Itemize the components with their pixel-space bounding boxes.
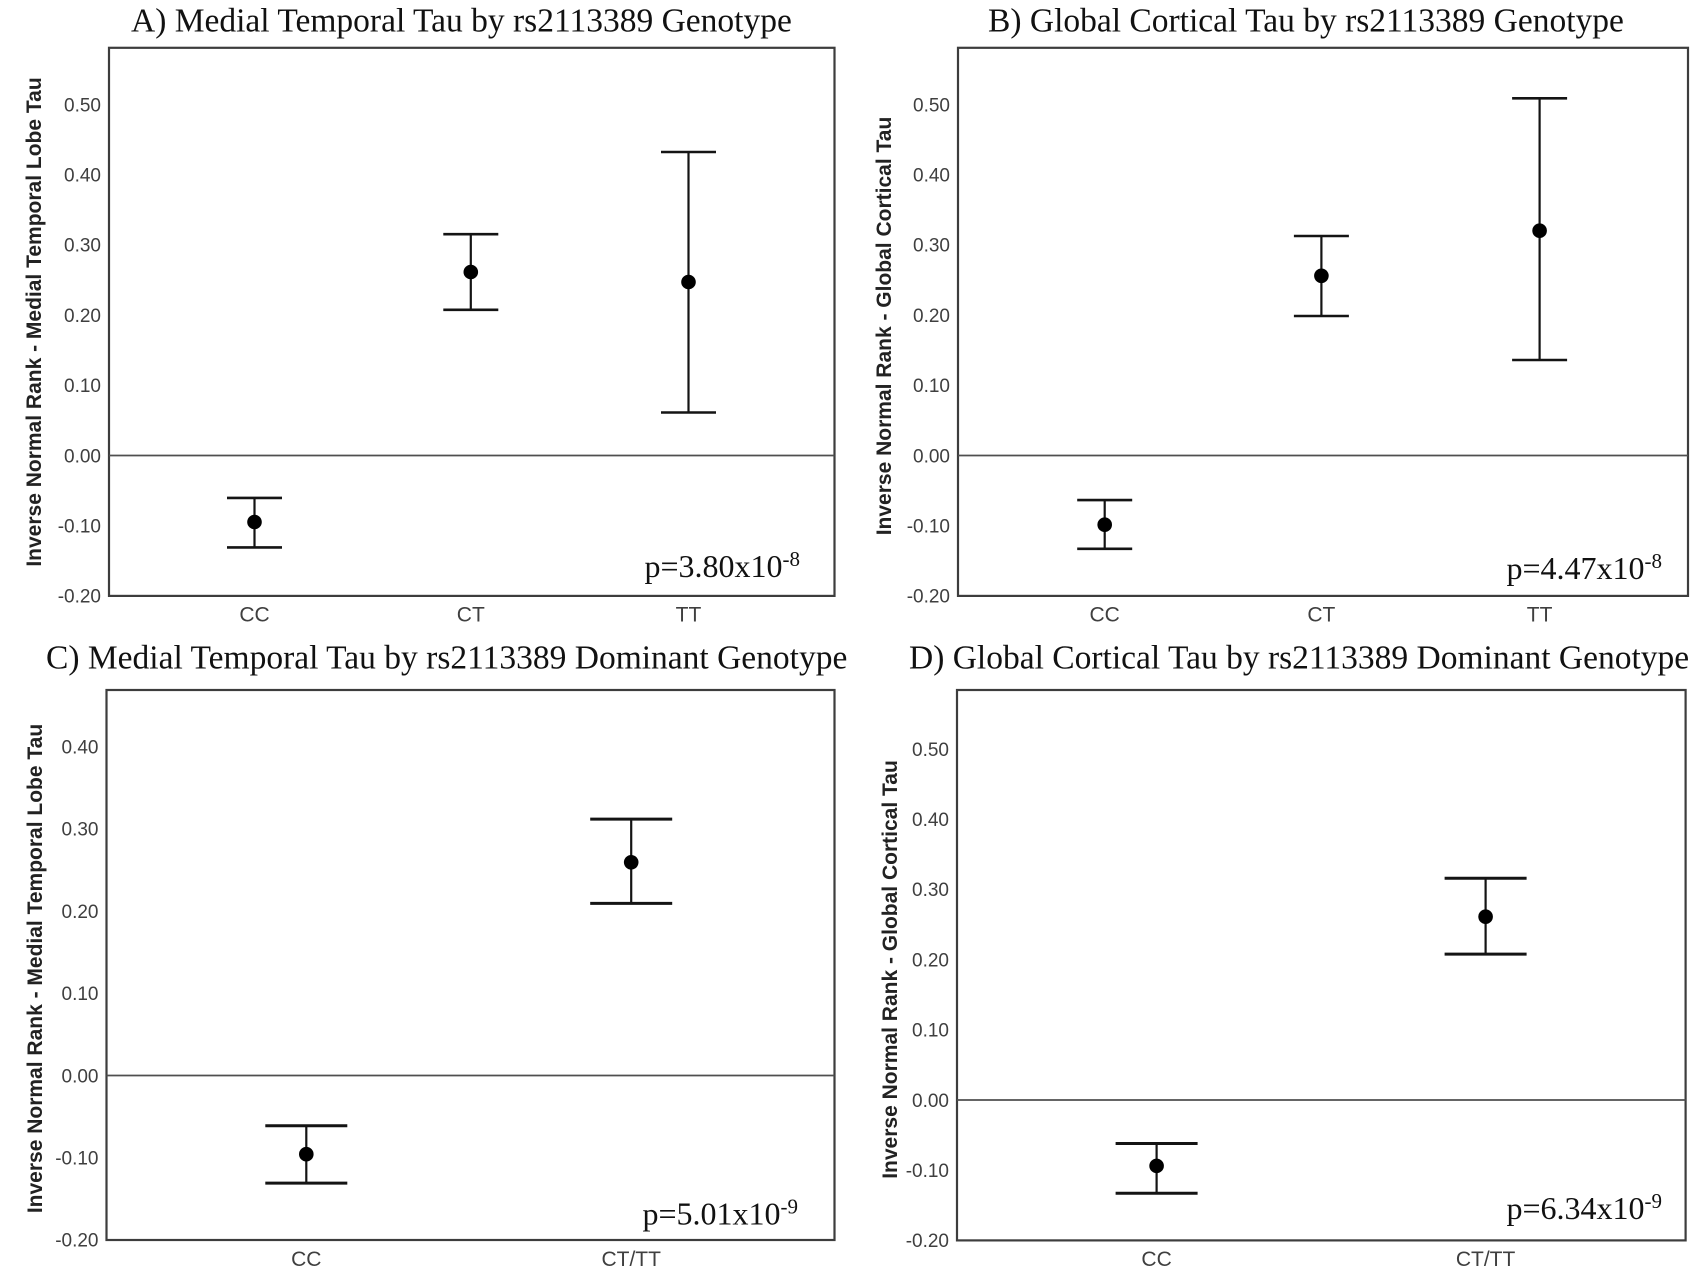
svg-text:0.00: 0.00 xyxy=(62,1066,99,1087)
svg-text:-0.10: -0.10 xyxy=(58,517,101,538)
svg-text:Inverse Normal Rank - Medial T: Inverse Normal Rank - Medial Temporal Lo… xyxy=(24,724,47,1213)
svg-text:CC: CC xyxy=(239,604,269,627)
svg-text:0.50: 0.50 xyxy=(913,95,950,116)
svg-text:0.20: 0.20 xyxy=(62,902,99,923)
svg-text:0.10: 0.10 xyxy=(64,376,101,397)
svg-text:0.50: 0.50 xyxy=(912,740,949,761)
svg-text:p=5.01x10-9: p=5.01x10-9 xyxy=(642,1195,798,1232)
svg-text:0.00: 0.00 xyxy=(64,446,101,467)
svg-text:0.20: 0.20 xyxy=(913,306,950,327)
svg-text:TT: TT xyxy=(676,604,702,627)
svg-text:CC: CC xyxy=(291,1248,321,1271)
svg-text:-0.10: -0.10 xyxy=(55,1149,98,1170)
svg-text:0.00: 0.00 xyxy=(913,446,950,467)
svg-text:TT: TT xyxy=(1527,604,1553,627)
svg-text:p=4.47x10-8: p=4.47x10-8 xyxy=(1506,549,1662,586)
svg-text:Inverse Normal Rank - Global C: Inverse Normal Rank - Global Cortical Ta… xyxy=(873,117,896,536)
svg-text:CT: CT xyxy=(457,604,485,627)
svg-text:0.20: 0.20 xyxy=(64,306,101,327)
svg-text:0.30: 0.30 xyxy=(912,880,949,901)
svg-text:Inverse Normal Rank - Global C: Inverse Normal Rank - Global Cortical Ta… xyxy=(879,760,902,1179)
svg-text:0.10: 0.10 xyxy=(912,1021,949,1042)
svg-text:-0.20: -0.20 xyxy=(907,587,950,608)
svg-text:B) Global Cortical Tau by rs21: B) Global Cortical Tau by rs2113389 Geno… xyxy=(988,3,1624,40)
svg-text:C) Medial Temporal Tau by rs21: C) Medial Temporal Tau by rs2113389 Domi… xyxy=(46,640,847,677)
svg-text:0.50: 0.50 xyxy=(64,95,101,116)
svg-text:CC: CC xyxy=(1090,604,1120,627)
svg-text:-0.20: -0.20 xyxy=(58,587,101,608)
svg-text:D) Global Cortical Tau by rs21: D) Global Cortical Tau by rs2113389 Domi… xyxy=(909,640,1689,677)
svg-text:p=6.34x10-9: p=6.34x10-9 xyxy=(1506,1189,1662,1226)
svg-text:-0.20: -0.20 xyxy=(906,1231,949,1252)
svg-text:0.10: 0.10 xyxy=(913,376,950,397)
svg-text:CT: CT xyxy=(1307,604,1335,627)
svg-text:p=3.80x10-8: p=3.80x10-8 xyxy=(644,547,800,584)
svg-text:-0.20: -0.20 xyxy=(55,1231,98,1252)
svg-text:Inverse Normal Rank - Medial T: Inverse Normal Rank - Medial Temporal Lo… xyxy=(23,77,46,566)
svg-text:-0.10: -0.10 xyxy=(907,517,950,538)
svg-text:CT/TT: CT/TT xyxy=(601,1248,661,1271)
svg-text:CT/TT: CT/TT xyxy=(1456,1248,1516,1271)
svg-text:0.40: 0.40 xyxy=(912,810,949,831)
svg-text:0.40: 0.40 xyxy=(64,166,101,187)
svg-text:0.10: 0.10 xyxy=(62,984,99,1005)
svg-text:CC: CC xyxy=(1141,1248,1171,1271)
svg-text:0.40: 0.40 xyxy=(913,166,950,187)
svg-text:0.30: 0.30 xyxy=(913,236,950,257)
svg-text:0.20: 0.20 xyxy=(912,950,949,971)
svg-text:A) Medial Temporal Tau by rs21: A) Medial Temporal Tau by rs2113389 Geno… xyxy=(131,3,792,40)
svg-text:0.00: 0.00 xyxy=(912,1091,949,1112)
svg-text:0.40: 0.40 xyxy=(62,738,99,759)
svg-text:0.30: 0.30 xyxy=(64,236,101,257)
svg-text:0.30: 0.30 xyxy=(62,820,99,841)
svg-text:-0.10: -0.10 xyxy=(906,1161,949,1182)
